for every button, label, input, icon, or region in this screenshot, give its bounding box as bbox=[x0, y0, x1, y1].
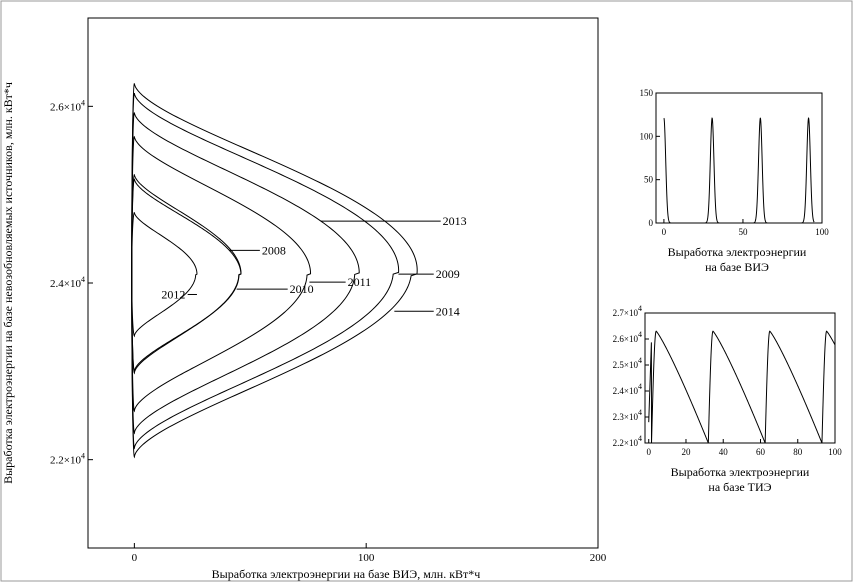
inset-vie-chart: 0 50 100 0 50 100 150 Выработка электроэнерги… bbox=[640, 88, 830, 274]
year-label-2009: 2009 bbox=[436, 267, 460, 281]
inset-tie-x-ticks: 0 20 40 60 80 100 bbox=[646, 439, 842, 457]
year-label-2013: 2013 bbox=[443, 214, 467, 228]
year-label-2010: 2010 bbox=[290, 282, 314, 296]
main-xtick-label: 200 bbox=[590, 552, 607, 564]
curve-2012 bbox=[131, 212, 198, 338]
main-ytick-label: 2.4×104 bbox=[50, 275, 85, 290]
inset-tie-title-line1: Выработка электроэнергии bbox=[671, 465, 810, 479]
inset-tie-plot-area bbox=[644, 312, 836, 444]
main-year-labels: 2012 2008 2010 2011 2013 2009 2014 bbox=[161, 214, 466, 318]
main-xtick-label: 0 bbox=[132, 552, 138, 564]
vie-xtick-label: 0 bbox=[662, 227, 667, 237]
tie-xtick-label: 60 bbox=[756, 447, 766, 457]
curve-2013 bbox=[131, 112, 360, 435]
main-xtick-label: 100 bbox=[358, 552, 375, 564]
inset-vie-title-line2: на базе ВИЭ bbox=[705, 260, 769, 274]
tie-line bbox=[648, 330, 836, 444]
tie-ytick-label: 2.3×104 bbox=[613, 408, 642, 422]
inset-tie-chart: 0 20 40 60 80 100 2.2×104 2.3×104 2.4×104 2.5×10… bbox=[613, 304, 843, 494]
inset-vie-curve bbox=[663, 117, 815, 224]
inset-tie-y-ticks: 2.2×104 2.3×104 2.4×104 2.5×104 2.6×104 2.7×1… bbox=[613, 304, 649, 448]
main-y-axis-title: Выработка электроэнергии на базе невозоб… bbox=[1, 82, 15, 484]
vie-ytick-label: 100 bbox=[640, 131, 654, 141]
tie-xtick-label: 100 bbox=[828, 447, 842, 457]
vie-ytick-label: 150 bbox=[640, 88, 654, 98]
tie-xtick-label: 0 bbox=[646, 447, 651, 457]
vie-xtick-label: 100 bbox=[815, 227, 829, 237]
main-curves bbox=[131, 83, 418, 459]
inset-vie-title-line1: Выработка электроэнергии bbox=[668, 245, 807, 259]
inset-vie-y-ticks: 0 50 100 150 bbox=[640, 88, 660, 228]
tie-xtick-label: 20 bbox=[681, 447, 691, 457]
vie-line bbox=[663, 117, 815, 224]
main-ytick-label: 2.6×104 bbox=[50, 98, 85, 113]
curve-2014 bbox=[131, 83, 418, 459]
tie-xtick-label: 40 bbox=[719, 447, 729, 457]
main-ytick-label: 2.2×104 bbox=[50, 452, 85, 467]
vie-xtick-label: 50 bbox=[738, 227, 748, 237]
main-y-ticks: 2.2×104 2.4×104 2.6×104 bbox=[50, 98, 93, 467]
curve-2009 bbox=[131, 92, 400, 450]
curve-2011 bbox=[131, 136, 312, 413]
tie-ytick-label: 2.6×104 bbox=[613, 330, 642, 344]
vie-ytick-label: 0 bbox=[649, 218, 654, 228]
main-x-ticks: 0 100 200 bbox=[132, 543, 607, 564]
inset-tie-title-line2: на базе ТИЭ bbox=[708, 480, 771, 494]
year-label-2011: 2011 bbox=[348, 275, 372, 289]
main-chart: 2012 2008 2010 2011 2013 2009 2014 0 100 200 2.2… bbox=[1, 17, 607, 581]
tie-ytick-label: 2.7×104 bbox=[613, 304, 642, 318]
tie-ytick-label: 2.4×104 bbox=[613, 382, 642, 396]
inset-tie-curve bbox=[648, 330, 836, 444]
main-x-axis-title: Выработка электроэнергии на базе ВИЭ, мл… bbox=[212, 567, 481, 581]
year-label-2012: 2012 bbox=[161, 287, 185, 301]
year-label-2014: 2014 bbox=[436, 304, 460, 318]
tie-xtick-label: 80 bbox=[793, 447, 803, 457]
inset-vie-x-ticks: 0 50 100 bbox=[662, 219, 829, 237]
vie-ytick-label: 50 bbox=[644, 175, 654, 185]
tie-ytick-label: 2.5×104 bbox=[613, 356, 642, 370]
tie-ytick-label: 2.2×104 bbox=[613, 434, 642, 448]
year-label-2008: 2008 bbox=[262, 243, 286, 257]
curve-2010 bbox=[131, 174, 242, 375]
